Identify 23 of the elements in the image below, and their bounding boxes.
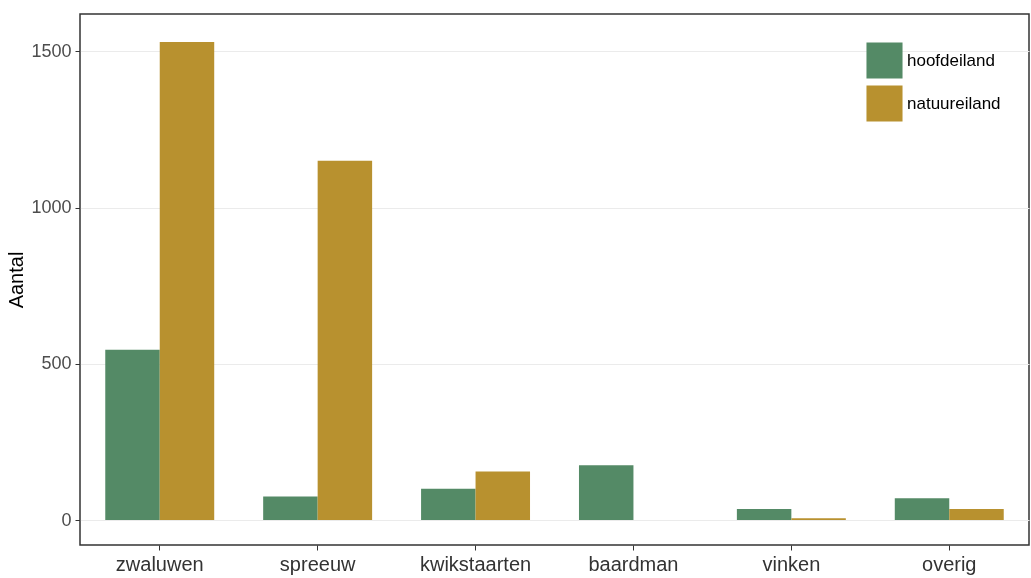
legend-label: natuureiland	[907, 93, 1001, 113]
bar	[475, 471, 531, 521]
bar	[949, 509, 1004, 521]
y-tick-label: 1500	[31, 40, 72, 61]
x-tick-label: baardman	[588, 552, 679, 575]
bar	[159, 42, 215, 521]
bar	[894, 498, 950, 521]
bar	[105, 349, 160, 521]
y-tick-label: 500	[41, 353, 72, 374]
y-tick-label: 0	[61, 509, 72, 530]
x-tick-label: vinken	[762, 552, 821, 575]
bar	[263, 496, 318, 521]
y-tick-label: 1000	[31, 197, 72, 218]
x-tick-label: zwaluwen	[115, 552, 204, 575]
bar	[578, 465, 634, 521]
bar	[421, 488, 476, 521]
x-tick-label: spreeuw	[279, 552, 356, 575]
y-axis-title: Aantal	[5, 251, 28, 309]
x-tick-label: overig	[922, 552, 977, 575]
x-tick-label: kwikstaarten	[419, 552, 532, 575]
bar	[317, 160, 373, 521]
legend-label: hoofdeiland	[907, 50, 995, 70]
bar	[736, 509, 792, 521]
